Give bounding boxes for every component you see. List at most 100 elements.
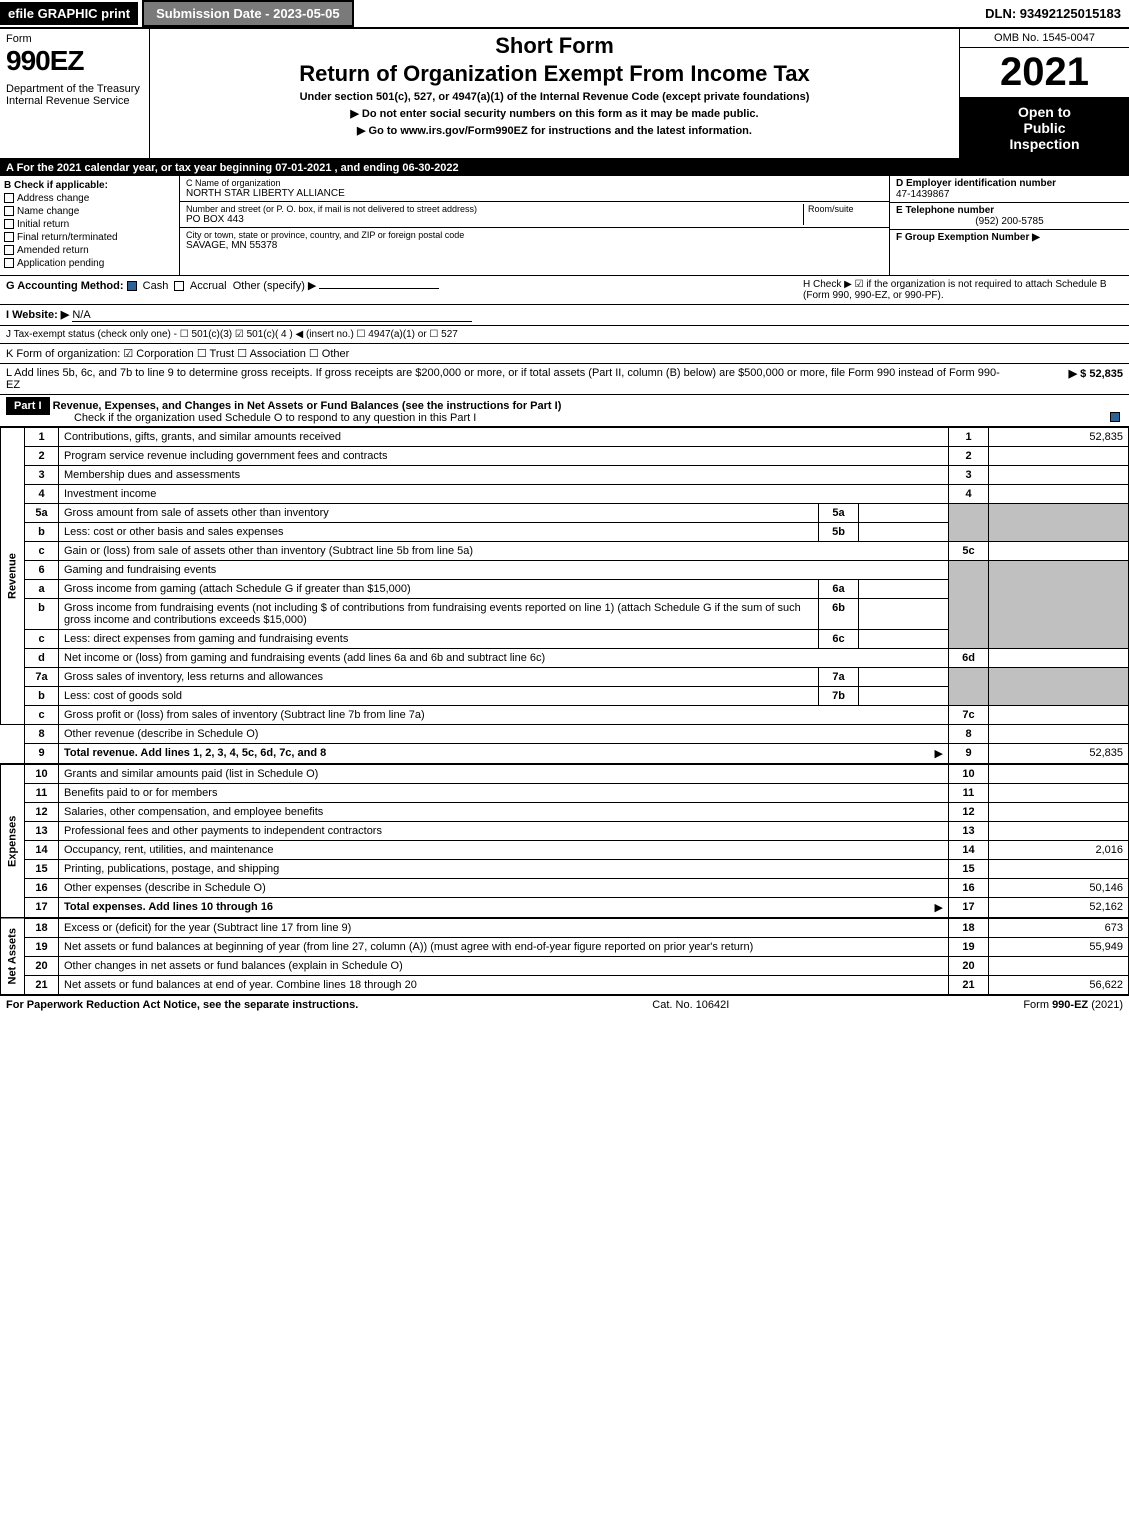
- line-6b-mv: [859, 599, 949, 630]
- line-21-num: 21: [25, 976, 59, 995]
- check-address-change[interactable]: Address change: [4, 193, 175, 204]
- line-7a-num: 7a: [25, 668, 59, 687]
- top-bar: efile GRAPHIC print Submission Date - 20…: [0, 0, 1129, 29]
- street-label: Number and street (or P. O. box, if mail…: [186, 204, 803, 214]
- line-9-rn: 9: [949, 744, 989, 765]
- line-6c-mn: 6c: [819, 630, 859, 649]
- line-4-amount: [989, 485, 1129, 504]
- check-label-2: Initial return: [17, 219, 69, 230]
- line-5b-num: b: [25, 523, 59, 542]
- efile-print-label[interactable]: efile GRAPHIC print: [0, 2, 138, 25]
- check-label-0: Address change: [17, 193, 89, 204]
- cash-checkbox[interactable]: [127, 281, 137, 291]
- accrual-checkbox[interactable]: [174, 281, 184, 291]
- line-21-desc: Net assets or fund balances at end of ye…: [59, 976, 949, 995]
- line-6abc-shade: [949, 561, 989, 649]
- i-label: I Website: ▶: [6, 309, 69, 321]
- line-2-desc: Program service revenue including govern…: [59, 447, 949, 466]
- line-18-desc: Excess or (deficit) for the year (Subtra…: [59, 918, 949, 938]
- check-final-return[interactable]: Final return/terminated: [4, 232, 175, 243]
- other-specify-field[interactable]: [319, 288, 439, 289]
- line-14-desc: Occupancy, rent, utilities, and maintena…: [59, 841, 949, 860]
- form-label: Form: [6, 33, 143, 45]
- line-19-amount: 55,949: [989, 938, 1129, 957]
- street-value: PO BOX 443: [186, 214, 803, 225]
- check-label-5: Application pending: [17, 258, 104, 269]
- line-20-num: 20: [25, 957, 59, 976]
- line-7b-num: b: [25, 687, 59, 706]
- check-label-4: Amended return: [17, 245, 89, 256]
- i-website-row: I Website: ▶ N/A: [0, 305, 1129, 326]
- section-d-e-f: D Employer identification number 47-1439…: [889, 176, 1129, 275]
- cash-label: Cash: [143, 280, 169, 292]
- part-1-badge: Part I: [6, 397, 50, 415]
- line-18-rn: 18: [949, 918, 989, 938]
- submission-date-label: Submission Date - 2023-05-05: [142, 0, 354, 27]
- city-value: SAVAGE, MN 55378: [186, 240, 883, 251]
- line-6-num: 6: [25, 561, 59, 580]
- line-3-rn: 3: [949, 466, 989, 485]
- goto-link[interactable]: ▶ Go to www.irs.gov/Form990EZ for instru…: [160, 124, 949, 137]
- l-text: L Add lines 5b, 6c, and 7b to line 9 to …: [6, 367, 1003, 391]
- line-5a-mn: 5a: [819, 504, 859, 523]
- line-15-rn: 15: [949, 860, 989, 879]
- line-2-amount: [989, 447, 1129, 466]
- form-number: 990EZ: [6, 45, 143, 77]
- line-6d-desc: Net income or (loss) from gaming and fun…: [59, 649, 949, 668]
- line-13-amount: [989, 822, 1129, 841]
- line-6abc-shade-amt: [989, 561, 1129, 649]
- line-11-amount: [989, 784, 1129, 803]
- line-8-desc: Other revenue (describe in Schedule O): [59, 725, 949, 744]
- check-initial-return[interactable]: Initial return: [4, 219, 175, 230]
- line-15-desc: Printing, publications, postage, and shi…: [59, 860, 949, 879]
- line-11-rn: 11: [949, 784, 989, 803]
- irs-label: Internal Revenue Service: [6, 95, 143, 107]
- l-gross-receipts: L Add lines 5b, 6c, and 7b to line 9 to …: [0, 364, 1129, 395]
- line-8-amount: [989, 725, 1129, 744]
- line-12-desc: Salaries, other compensation, and employ…: [59, 803, 949, 822]
- section-c-org-info: C Name of organization NORTH STAR LIBERT…: [180, 176, 889, 275]
- check-name-change[interactable]: Name change: [4, 206, 175, 217]
- line-7ab-shade: [949, 668, 989, 706]
- line-1-desc: Contributions, gifts, grants, and simila…: [59, 428, 949, 447]
- line-5a-mv: [859, 504, 949, 523]
- f-label: F Group Exemption Number ▶: [896, 232, 1123, 243]
- check-application-pending[interactable]: Application pending: [4, 258, 175, 269]
- line-7c-num: c: [25, 706, 59, 725]
- line-16-rn: 16: [949, 879, 989, 898]
- line-19-desc: Net assets or fund balances at beginning…: [59, 938, 949, 957]
- g-label: G Accounting Method:: [6, 280, 124, 292]
- line-13-desc: Professional fees and other payments to …: [59, 822, 949, 841]
- phone-value: (952) 200-5785: [896, 216, 1123, 227]
- line-3-num: 3: [25, 466, 59, 485]
- line-1-num: 1: [25, 428, 59, 447]
- line-7a-mv: [859, 668, 949, 687]
- k-form-of-org: K Form of organization: ☑ Corporation ☐ …: [0, 344, 1129, 364]
- line-4-desc: Investment income: [59, 485, 949, 504]
- check-amended-return[interactable]: Amended return: [4, 245, 175, 256]
- line-12-num: 12: [25, 803, 59, 822]
- year-block: OMB No. 1545-0047 2021 Open to Public In…: [959, 29, 1129, 158]
- line-6b-desc: Gross income from fundraising events (no…: [59, 599, 819, 630]
- line-6d-rn: 6d: [949, 649, 989, 668]
- line-14-rn: 14: [949, 841, 989, 860]
- part-1-header-row: Part I Revenue, Expenses, and Changes in…: [0, 395, 1129, 427]
- line-5b-mv: [859, 523, 949, 542]
- line-5ab-shade: [949, 504, 989, 542]
- line-5b-desc: Less: cost or other basis and sales expe…: [59, 523, 819, 542]
- line-17-rn: 17: [949, 898, 989, 919]
- part-1-schedule-o-checkbox[interactable]: [1110, 412, 1120, 422]
- line-10-amount: [989, 764, 1129, 784]
- part-1-check-text: Check if the organization used Schedule …: [74, 412, 476, 424]
- line-6a-num: a: [25, 580, 59, 599]
- revenue-side-label: Revenue: [1, 428, 25, 725]
- line-2-num: 2: [25, 447, 59, 466]
- line-6c-num: c: [25, 630, 59, 649]
- line-6a-desc: Gross income from gaming (attach Schedul…: [59, 580, 819, 599]
- line-9-amount: 52,835: [989, 744, 1129, 765]
- line-20-rn: 20: [949, 957, 989, 976]
- line-6-desc: Gaming and fundraising events: [59, 561, 949, 580]
- check-label-1: Name change: [17, 206, 79, 217]
- ein-value: 47-1439867: [896, 189, 1123, 200]
- line-15-num: 15: [25, 860, 59, 879]
